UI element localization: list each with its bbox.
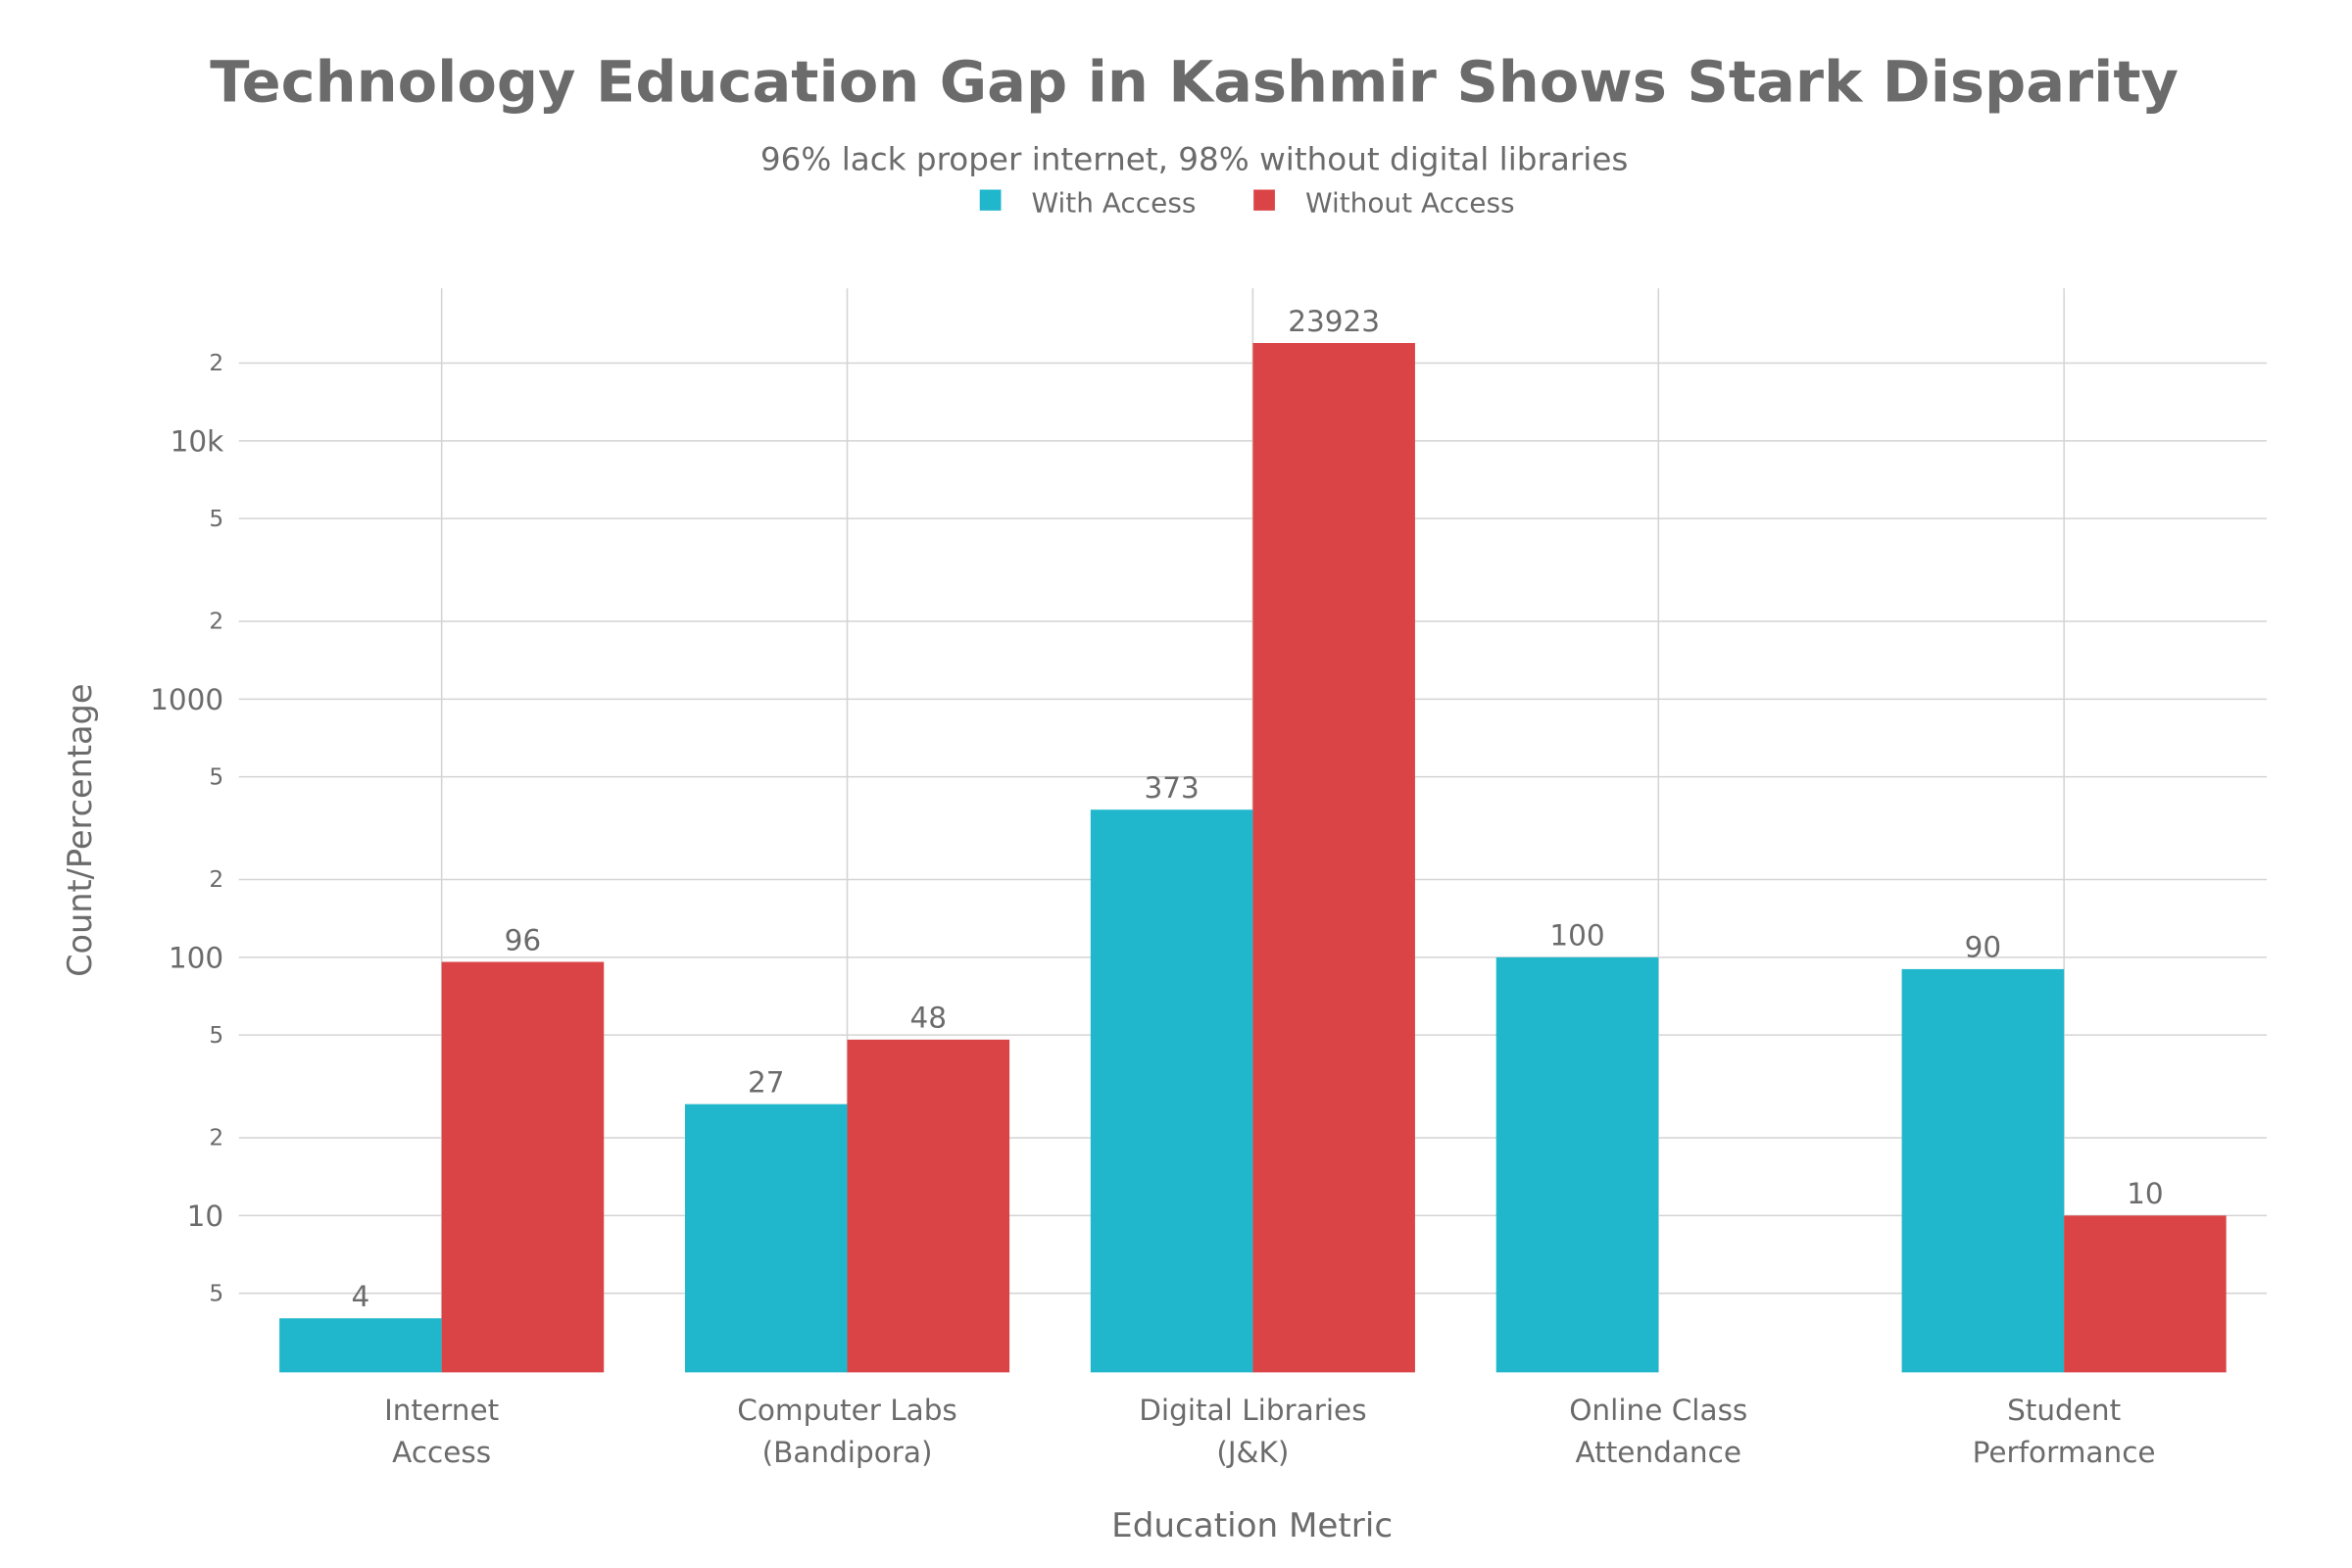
y-tick-label: 2 [209,351,223,376]
legend-swatch-without-access [1253,189,1275,211]
data-label: 4 [352,1280,370,1313]
x-tick-label: Attendance [1576,1436,1741,1469]
data-label: 48 [910,1002,948,1035]
bar-with-access [279,1318,442,1373]
bar-without-access [1252,343,1415,1373]
y-tick-label: 2 [209,867,223,893]
data-label: 27 [748,1066,785,1100]
bar-with-access [1901,968,2065,1373]
y-tick-labels: 5 10 2 5 100 2 5 1000 2 5 10k 2 [150,351,223,1306]
bars [279,343,2227,1373]
y-tick-label: 5 [209,1023,223,1049]
data-label: 96 [505,924,542,957]
bar-with-access [1090,809,1253,1373]
bar-without-access [847,1039,1010,1373]
bar-without-access [441,961,605,1373]
x-tick-label: (J&K) [1216,1436,1289,1469]
data-label: 23923 [1288,305,1380,338]
data-labels: 4 27 373 100 90 96 48 23923 10 [352,305,2164,1313]
y-axis-title: Count/Percentage [61,684,99,977]
chart-title: Technology Education Gap in Kashmir Show… [210,49,2179,115]
x-tick-label: Internet [384,1394,499,1427]
bar-without-access [2064,1215,2227,1373]
y-tick-label: 5 [209,1281,223,1306]
y-tick-label: 1000 [150,683,223,716]
x-axis-title: Education Metric [1111,1506,1393,1544]
y-tick-label: 10 [187,1200,224,1233]
x-tick-labels: Internet Access Computer Labs (Bandipora) Di… [384,1394,2155,1468]
legend: With Access Without Access [979,187,1515,220]
y-tick-label: 5 [209,764,223,790]
x-tick-label: Computer Labs [737,1394,957,1427]
y-tick-label: 2 [209,610,223,635]
data-label: 90 [1965,931,2002,964]
bar-with-access [684,1103,848,1373]
data-label: 10 [2127,1177,2164,1210]
legend-label-without-access[interactable]: Without Access [1305,187,1515,220]
x-tick-label: Access [392,1436,491,1469]
data-label: 100 [1549,919,1604,953]
y-tick-label: 100 [169,942,223,975]
chart-subtitle: 96% lack proper internet, 98% without di… [760,141,1628,178]
x-tick-label: Performance [1973,1436,2156,1469]
legend-label-with-access[interactable]: With Access [1032,187,1197,220]
legend-swatch-with-access [979,189,1002,211]
x-tick-label: Online Class [1569,1394,1747,1427]
y-tick-label: 10k [171,425,224,459]
y-tick-label: 5 [209,507,223,532]
x-tick-label: (Bandipora) [762,1436,933,1469]
bar-with-access [1495,956,1659,1373]
data-label: 373 [1144,771,1199,805]
x-tick-label: Student [2007,1394,2121,1427]
x-tick-label: Digital Libraries [1139,1394,1366,1427]
y-tick-label: 2 [209,1126,223,1152]
